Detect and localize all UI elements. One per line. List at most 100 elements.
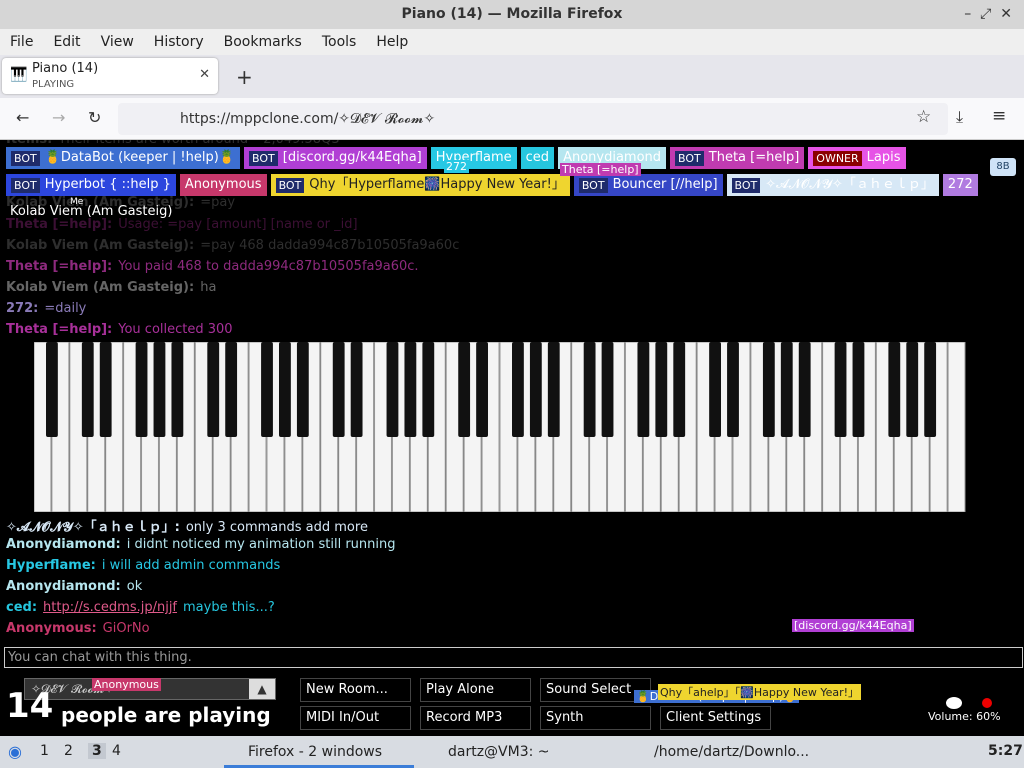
black-key[interactable] (404, 342, 417, 437)
control-button[interactable]: Client Settings (660, 706, 771, 730)
menu-item[interactable]: View (100, 34, 134, 50)
menu-item[interactable]: Help (376, 34, 409, 50)
black-key[interactable] (655, 342, 668, 437)
user-tag[interactable]: BOT Bouncer [//help] (573, 174, 723, 196)
black-key[interactable] (135, 342, 148, 437)
user-name: ✧𝓐𝓝𝓞𝓝𝓨✧「ａｈｅｌｐ」 (765, 177, 934, 192)
user-name: Hyperbot { ::help } (44, 177, 171, 192)
menu-item[interactable]: Edit (53, 34, 81, 50)
chat-text: only 3 commands add more (185, 520, 368, 535)
black-key[interactable] (46, 342, 58, 437)
control-button[interactable]: Synth (540, 706, 651, 730)
black-key[interactable] (798, 342, 811, 437)
window-title: Piano (14) — Mozilla Firefox (401, 6, 623, 22)
menu-item[interactable]: Bookmarks (223, 34, 302, 50)
user-tag[interactable]: BOT ✧𝓐𝓝𝓞𝓝𝓨✧「ａｈｅｌｐ」 (726, 174, 939, 196)
task-button[interactable]: Firefox - 2 windows (224, 736, 414, 768)
black-key[interactable] (834, 342, 847, 437)
black-key[interactable] (583, 342, 596, 437)
black-key[interactable] (547, 342, 560, 437)
bookmark-star[interactable]: ☆ (916, 107, 932, 127)
start-menu[interactable]: ◉ (8, 742, 22, 761)
user-tag[interactable]: BOT [discord.gg/k44Eqha] (244, 147, 427, 169)
chat-text: ha (200, 280, 217, 295)
menu-item[interactable]: Tools (321, 34, 357, 50)
user-tag[interactable]: ced (520, 147, 555, 169)
black-key[interactable] (207, 342, 220, 437)
black-key[interactable] (99, 342, 112, 437)
task-button[interactable]: dartz@VM3: ~ (448, 744, 550, 760)
chat-author: Items: (6, 140, 52, 147)
piano[interactable] (34, 342, 966, 512)
toggle-button[interactable]: 8B (990, 158, 1016, 176)
black-key[interactable] (780, 342, 793, 437)
user-tag[interactable]: OWNER Lapis (808, 147, 906, 169)
black-key[interactable] (296, 342, 309, 437)
white-key[interactable] (947, 342, 966, 512)
back-button[interactable]: ← (16, 108, 30, 127)
black-key[interactable] (924, 342, 937, 437)
room-arrow[interactable]: ▲ (249, 679, 275, 699)
black-key[interactable] (225, 342, 238, 437)
volume-knob[interactable] (946, 697, 962, 709)
workspace[interactable]: 1 (40, 743, 49, 759)
black-key[interactable] (727, 342, 739, 437)
user-badge: BOT (11, 177, 40, 193)
black-key[interactable] (476, 342, 488, 437)
menu-item[interactable]: History (153, 34, 204, 50)
control-button[interactable]: New Room... (300, 678, 411, 702)
black-key[interactable] (261, 342, 273, 437)
chat-input[interactable]: You can chat with this thing. (4, 647, 1023, 668)
user-tag[interactable]: BOT Qhy「Hyperflame🎆Happy New Year!」 (270, 174, 570, 196)
workspace[interactable]: 2 (64, 743, 73, 759)
new-tab[interactable]: + (236, 65, 253, 89)
black-key[interactable] (153, 342, 166, 437)
black-key[interactable] (171, 342, 184, 437)
black-key[interactable] (888, 342, 901, 437)
my-name: Kolab Viem (Am Gasteig) (10, 204, 173, 219)
tab[interactable]: 🎹 Piano (14) PLAYING ✕ (2, 58, 218, 94)
user-tag[interactable]: Anonymous (179, 174, 267, 196)
task-button[interactable]: /home/dartz/Downlo... (654, 744, 810, 760)
menu-bar: File Edit View History Bookmarks Tools Help (0, 29, 1024, 55)
control-button[interactable]: Record MP3 (420, 706, 531, 730)
tab-close[interactable]: ✕ (199, 67, 210, 82)
window-controls[interactable]: – ⤢ ✕ (964, 6, 1012, 22)
control-button[interactable]: Sound Select (540, 678, 651, 702)
black-key[interactable] (601, 342, 614, 437)
black-key[interactable] (637, 342, 650, 437)
black-key[interactable] (762, 342, 775, 437)
url-bar[interactable]: https://mppclone.com/✧𝓓𝓔𝓥 𝓡𝓸𝓸𝓶✧ (118, 103, 948, 135)
black-key[interactable] (81, 342, 94, 437)
black-key[interactable] (332, 342, 345, 437)
black-key[interactable] (350, 342, 363, 437)
control-button[interactable]: Play Alone (420, 678, 531, 702)
black-key[interactable] (422, 342, 435, 437)
black-key[interactable] (512, 342, 524, 437)
user-tag[interactable]: BOT Hyperbot { ::help } (6, 174, 176, 196)
control-button[interactable]: MIDI In/Out (300, 706, 411, 730)
forward-button[interactable]: → (52, 108, 66, 127)
app-menu[interactable]: ≡ (992, 106, 1007, 126)
workspace[interactable]: 4 (112, 743, 121, 759)
black-key[interactable] (906, 342, 919, 437)
downloads[interactable]: ⤓ (956, 107, 964, 126)
tab-bar: 🎹 Piano (14) PLAYING ✕ + (0, 55, 1024, 98)
user-tag[interactable]: BOT 🍍DataBot (keeper | !help)🍍 (6, 147, 241, 169)
chat-link[interactable]: http://s.cedms.jp/njjf (43, 600, 178, 615)
user-tag[interactable]: 272 (942, 174, 978, 196)
black-key[interactable] (673, 342, 686, 437)
workspace[interactable]: 3 (88, 743, 106, 759)
black-key[interactable] (279, 342, 291, 437)
menu-item[interactable]: File (10, 34, 34, 50)
black-key[interactable] (709, 342, 721, 437)
black-key[interactable] (852, 342, 865, 437)
black-key[interactable] (386, 342, 399, 437)
black-key[interactable] (458, 342, 471, 437)
reload-button[interactable]: ↻ (88, 108, 102, 127)
cursor-label: Anonymous (92, 678, 161, 691)
black-key[interactable] (529, 342, 542, 437)
chat-author: Kolab Viem (Am Gasteig): (6, 280, 195, 295)
user-tag[interactable]: BOT Theta [=help] (670, 147, 805, 169)
user-name: Anonydiamond (563, 150, 662, 165)
